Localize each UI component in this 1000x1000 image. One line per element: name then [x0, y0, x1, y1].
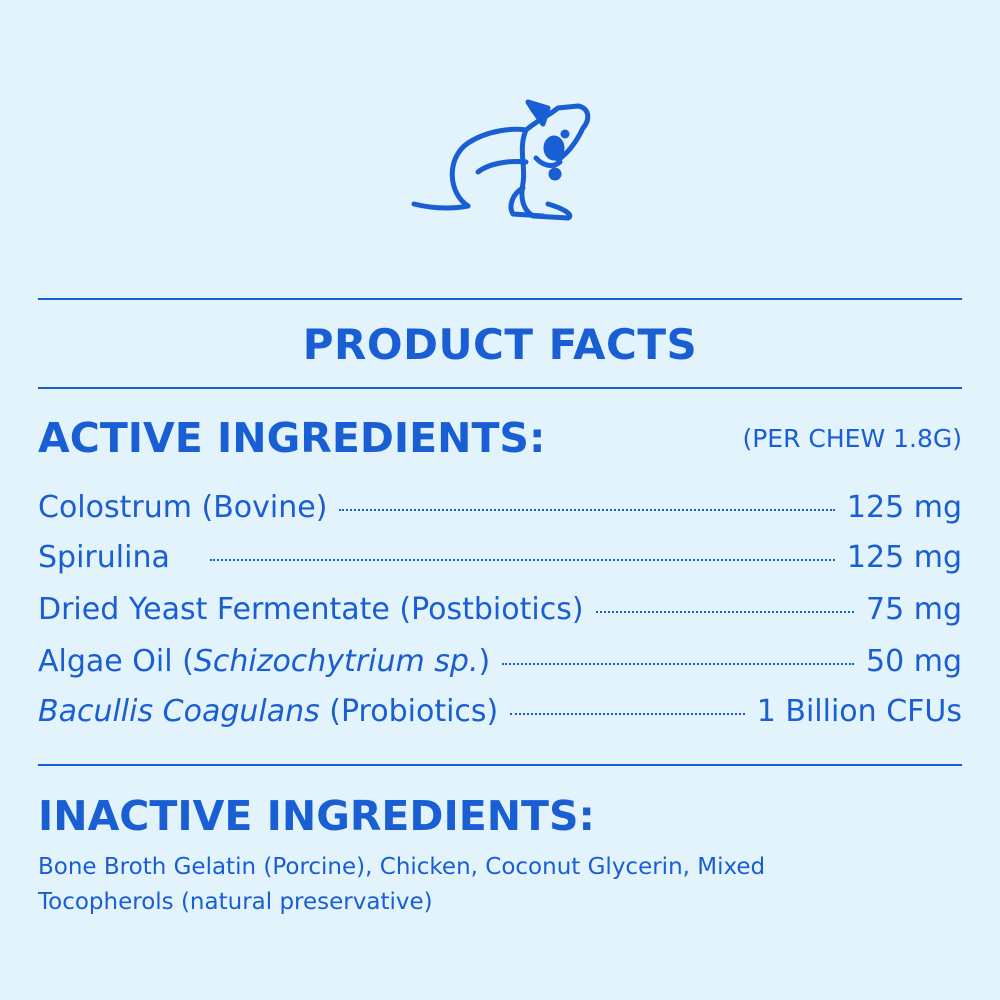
scratching-dog-icon	[411, 99, 591, 221]
inactive-ingredients-text: Bone Broth Gelatin (Porcine), Chicken, C…	[38, 854, 766, 915]
name-text: Colostrum (Bovine)	[38, 490, 328, 525]
ingredient-amount: 125 mg	[846, 490, 962, 525]
dot-leader	[339, 509, 835, 511]
name-suffix: (Probiotics)	[319, 694, 499, 729]
ingredient-amount: 1 Billion CFUs	[756, 694, 962, 729]
ingredient-name: Colostrum (Bovine)	[38, 490, 327, 525]
ingredient-row: Colostrum (Bovine) 125 mg	[38, 490, 962, 525]
divider-top	[38, 298, 962, 300]
name-text: Spirulina	[38, 540, 170, 575]
ingredient-amount: 75 mg	[866, 592, 962, 627]
ingredient-name: Dried Yeast Fermentate (Postbiotics)	[38, 592, 584, 627]
ingredient-name: Spirulina	[38, 540, 170, 575]
name-text: Algae Oil (	[38, 644, 194, 679]
name-italic: Schizochytrium sp.	[193, 644, 479, 679]
inactive-ingredients-heading: INACTIVE INGREDIENTS:	[38, 792, 595, 840]
dot-leader	[502, 663, 855, 665]
ingredient-row: Spirulina 125 mg	[38, 540, 962, 575]
name-italic: Bacullis Coagulans	[38, 694, 320, 729]
ingredient-amount: 50 mg	[866, 644, 962, 679]
name-text: Dried Yeast Fermentate (Postbiotics)	[38, 592, 584, 627]
ingredient-amount: 125 mg	[846, 540, 962, 575]
serving-size: (PER CHEW 1.8G)	[742, 424, 962, 453]
dot-leader	[209, 559, 835, 561]
name-suffix: )	[478, 644, 491, 679]
page-title: PRODUCT FACTS	[302, 320, 698, 369]
divider-inactive	[38, 764, 962, 766]
ingredient-name: Algae Oil (Schizochytrium sp.)	[38, 644, 490, 679]
ingredient-row: Algae Oil (Schizochytrium sp.) 50 mg	[38, 644, 962, 679]
active-ingredients-heading: ACTIVE INGREDIENTS:	[38, 414, 546, 462]
dot-leader	[510, 713, 745, 715]
ingredient-name: Bacullis Coagulans (Probiotics)	[38, 694, 498, 729]
ingredient-row: Bacullis Coagulans (Probiotics) 1 Billio…	[38, 694, 962, 729]
dot-leader	[595, 611, 855, 613]
ingredient-row: Dried Yeast Fermentate (Postbiotics) 75 …	[38, 592, 962, 627]
divider-title	[38, 387, 962, 389]
